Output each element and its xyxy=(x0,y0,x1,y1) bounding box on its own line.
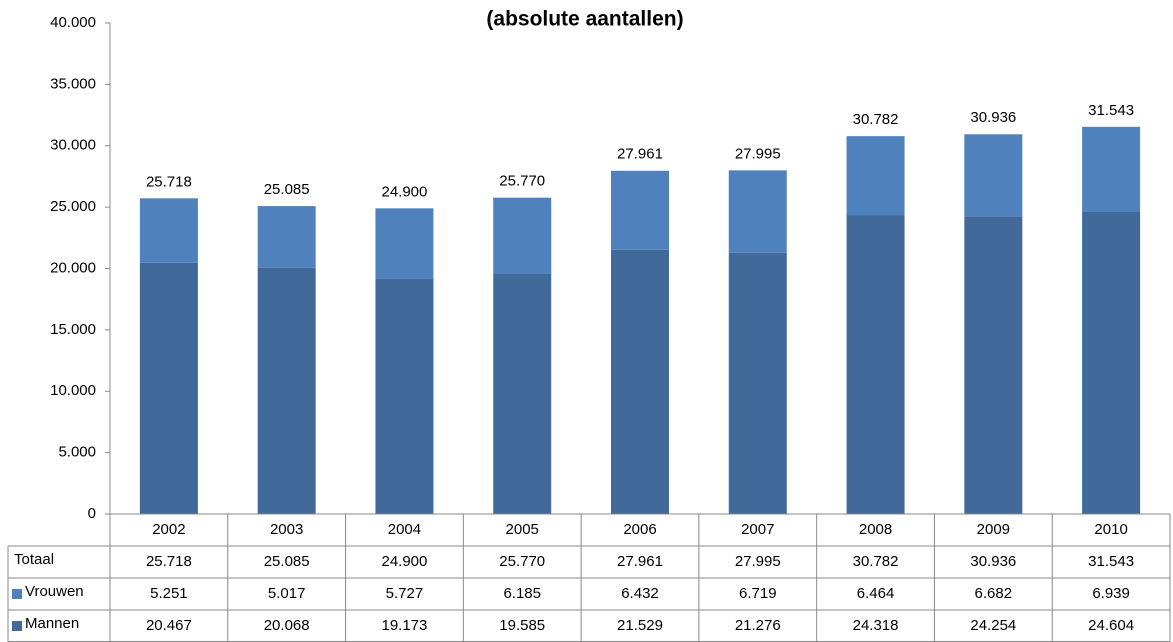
total-label: 31.543 xyxy=(1088,102,1134,119)
table-cell: 31.543 xyxy=(1088,553,1134,570)
bar-segment xyxy=(493,197,552,274)
chart-title: (absolute aantallen) xyxy=(486,8,683,31)
bar-segment xyxy=(846,136,905,216)
x-tick-label: 2008 xyxy=(859,521,892,538)
row-label: Totaal xyxy=(14,551,54,568)
bar-segment xyxy=(611,249,669,515)
bar-segment xyxy=(611,170,669,250)
x-tick-label: 2009 xyxy=(977,521,1010,538)
table-cell: 21.276 xyxy=(735,617,781,634)
table-cell: 6.719 xyxy=(739,585,777,602)
y-tick-label: 20.000 xyxy=(50,259,96,276)
table-cell: 19.173 xyxy=(381,617,427,634)
total-label: 25.718 xyxy=(146,173,192,190)
legend-key xyxy=(12,589,22,599)
bar-segment xyxy=(964,216,1023,514)
table-cell: 25.085 xyxy=(264,553,310,570)
bar-segment xyxy=(1082,211,1141,514)
table-cell: 20.467 xyxy=(146,617,192,634)
bar-segment xyxy=(728,252,787,514)
row-label: Mannen xyxy=(25,615,79,632)
bar-segment xyxy=(375,278,434,514)
table-cell: 27.961 xyxy=(617,553,663,570)
bar-segment xyxy=(139,198,198,263)
legend-key xyxy=(12,621,22,631)
x-tick-label: 2004 xyxy=(388,521,421,538)
table-cell: 5.017 xyxy=(268,585,306,602)
y-tick-label: 5.000 xyxy=(58,444,96,461)
table-cell: 5.727 xyxy=(386,585,424,602)
y-tick-label: 15.000 xyxy=(50,321,96,338)
x-tick-label: 2006 xyxy=(623,521,656,538)
table-cell: 5.251 xyxy=(150,585,188,602)
total-label: 27.995 xyxy=(735,145,781,162)
y-tick-label: 35.000 xyxy=(50,75,96,92)
bar-segment xyxy=(846,215,905,514)
table-cell: 25.718 xyxy=(146,553,192,570)
table-cell: 30.782 xyxy=(853,553,899,570)
x-tick-label: 2003 xyxy=(270,521,303,538)
table-cell: 6.682 xyxy=(975,585,1013,602)
x-tick-label: 2010 xyxy=(1094,521,1127,538)
y-tick-label: 25.000 xyxy=(50,198,96,215)
table-cell: 21.529 xyxy=(617,617,663,634)
y-tick-label: 0 xyxy=(88,505,96,522)
y-tick-label: 10.000 xyxy=(50,382,96,399)
x-tick-label: 2002 xyxy=(152,521,185,538)
bar-segment xyxy=(257,206,316,268)
bar-segment xyxy=(1082,126,1141,212)
bar-segment xyxy=(375,208,434,279)
table-cell: 24.604 xyxy=(1088,617,1134,634)
total-label: 30.936 xyxy=(970,109,1016,126)
table-cell: 20.068 xyxy=(264,617,310,634)
bar-segment xyxy=(964,134,1023,217)
total-label: 25.085 xyxy=(264,181,310,198)
total-label: 27.961 xyxy=(617,146,663,163)
table-cell: 24.254 xyxy=(970,617,1016,634)
bar-segment xyxy=(257,267,316,514)
table-cell: 30.936 xyxy=(970,553,1016,570)
table-cell: 6.432 xyxy=(621,585,659,602)
table-cell: 27.995 xyxy=(735,553,781,570)
table-cell: 6.939 xyxy=(1092,585,1130,602)
x-tick-label: 2005 xyxy=(506,521,539,538)
y-tick-label: 40.000 xyxy=(50,14,96,31)
x-tick-label: 2007 xyxy=(741,521,774,538)
table-cell: 24.900 xyxy=(381,553,427,570)
total-label: 25.770 xyxy=(499,173,545,190)
table-cell: 19.585 xyxy=(499,617,545,634)
table-cell: 24.318 xyxy=(853,617,899,634)
row-label: Vrouwen xyxy=(25,583,84,600)
table-cell: 6.185 xyxy=(503,585,541,602)
table-cell: 25.770 xyxy=(499,553,545,570)
y-tick-label: 30.000 xyxy=(50,137,96,154)
bar-segment xyxy=(728,170,787,253)
bar-segment xyxy=(139,262,198,514)
bar-segment xyxy=(493,273,552,514)
table-cell: 6.464 xyxy=(857,585,895,602)
total-label: 30.782 xyxy=(853,111,899,128)
total-label: 24.900 xyxy=(381,183,427,200)
